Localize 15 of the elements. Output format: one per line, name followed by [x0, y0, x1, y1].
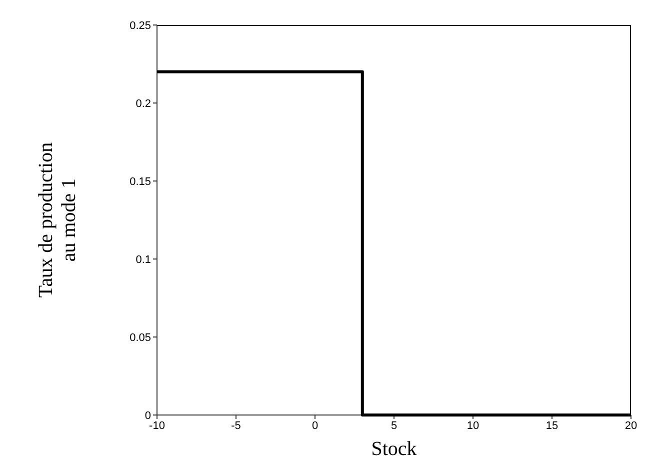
y-tick-label: 0.05	[130, 332, 151, 344]
x-tick-label: -5	[231, 420, 241, 432]
x-tick-label: 15	[546, 420, 558, 432]
x-axis-title: Stock	[371, 438, 417, 460]
y-axis-title: Taux de production au mode 1	[35, 142, 81, 298]
x-tick-label: 20	[624, 420, 638, 432]
x-tick-label: 5	[390, 420, 398, 432]
y-tick-label: 0.2	[136, 98, 151, 110]
x-tick-label: 0	[312, 420, 318, 432]
y-tick-label: 0.25	[130, 20, 151, 32]
y-tick-label: 0.1	[136, 254, 151, 266]
x-tick-label: 10	[466, 420, 480, 432]
y-tick-label: 0	[144, 410, 151, 422]
y-tick-label: 0.15	[130, 176, 151, 188]
x-tick-label: -10	[149, 420, 165, 432]
